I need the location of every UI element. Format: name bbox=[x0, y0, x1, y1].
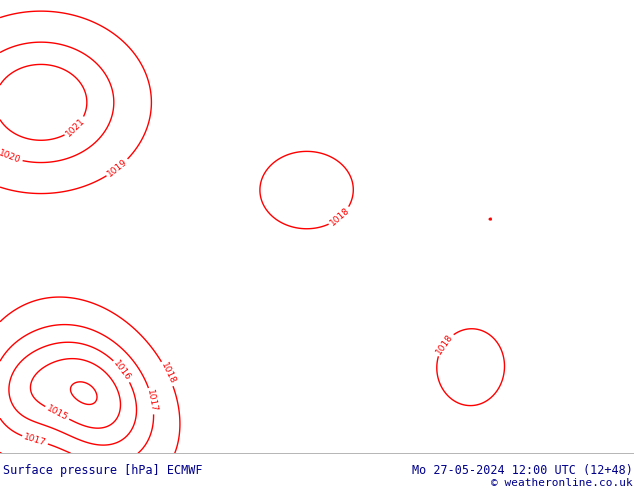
Text: 1020: 1020 bbox=[0, 148, 22, 165]
Text: 1018: 1018 bbox=[328, 206, 352, 228]
Text: © weatheronline.co.uk: © weatheronline.co.uk bbox=[491, 478, 633, 488]
Text: 1019: 1019 bbox=[106, 157, 129, 179]
Text: Surface pressure [hPa] ECMWF: Surface pressure [hPa] ECMWF bbox=[3, 464, 203, 477]
Text: 1018: 1018 bbox=[434, 332, 455, 356]
Text: Mo 27-05-2024 12:00 UTC (12+48): Mo 27-05-2024 12:00 UTC (12+48) bbox=[412, 464, 633, 477]
Text: 1015: 1015 bbox=[45, 404, 70, 422]
Text: 1017: 1017 bbox=[23, 432, 48, 448]
Text: 1016: 1016 bbox=[112, 359, 133, 383]
Text: 1017: 1017 bbox=[145, 389, 158, 413]
Text: 1018: 1018 bbox=[158, 362, 177, 386]
Text: 1021: 1021 bbox=[64, 116, 87, 138]
